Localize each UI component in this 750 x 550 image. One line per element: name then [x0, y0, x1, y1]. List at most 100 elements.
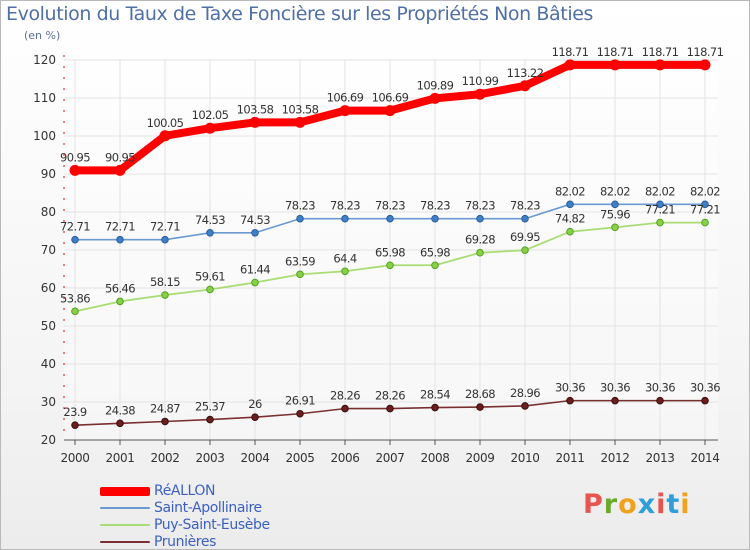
legend-swatch	[100, 524, 150, 526]
data-point	[341, 404, 349, 413]
data-point	[431, 261, 439, 270]
data-label: 82.02	[645, 184, 675, 198]
y-tick-label: 90	[41, 167, 56, 181]
data-point	[296, 214, 304, 223]
data-label: 30.36	[600, 381, 630, 395]
y-tick-label: 110	[33, 91, 56, 105]
data-label: 113.22	[507, 66, 544, 80]
x-tick-label: 2010	[511, 451, 540, 465]
legend-item: Saint-Apollinaire	[100, 500, 340, 516]
data-point	[701, 218, 709, 227]
data-point	[386, 404, 394, 413]
data-label: 118.71	[597, 45, 634, 59]
data-point	[206, 228, 214, 237]
data-point	[251, 228, 259, 237]
data-label: 78.23	[375, 199, 405, 213]
data-label: 78.23	[465, 199, 495, 213]
data-label: 28.68	[465, 387, 495, 401]
data-label: 30.36	[555, 381, 585, 395]
data-point	[699, 59, 711, 71]
data-label: 118.71	[552, 45, 589, 59]
data-point	[296, 409, 304, 418]
data-label: 103.58	[282, 102, 319, 116]
data-point	[431, 214, 439, 223]
data-label: 118.71	[687, 45, 724, 59]
data-label: 72.71	[105, 220, 135, 234]
data-point	[69, 164, 81, 176]
data-point	[294, 116, 306, 128]
legend-item: Prunières	[100, 534, 340, 550]
data-point	[656, 396, 664, 405]
data-point	[656, 218, 664, 227]
x-tick-label: 2000	[61, 451, 90, 465]
legend-label: Saint-Apollinaire	[154, 500, 262, 516]
data-point	[384, 105, 396, 117]
data-point	[656, 200, 664, 209]
x-tick-label: 2008	[421, 451, 450, 465]
data-label: 72.71	[150, 220, 180, 234]
data-point	[566, 396, 574, 405]
data-point	[204, 122, 216, 134]
data-point	[701, 396, 709, 405]
data-label: 78.23	[420, 199, 450, 213]
data-point	[611, 396, 619, 405]
data-point	[339, 105, 351, 117]
x-tick-label: 2013	[646, 451, 675, 465]
x-tick-label: 2005	[286, 451, 315, 465]
legend-swatch	[100, 541, 150, 543]
data-label: 74.53	[195, 213, 225, 227]
data-point	[611, 200, 619, 209]
data-point	[654, 59, 666, 71]
x-tick-label: 2012	[601, 451, 630, 465]
legend-item: Puy-Saint-Eusèbe	[100, 517, 340, 533]
legend-label: RéALLON	[154, 483, 216, 499]
data-label: 24.38	[105, 403, 135, 417]
y-tick-label: 80	[41, 205, 56, 219]
data-point	[116, 235, 124, 244]
data-label: 103.58	[237, 102, 274, 116]
data-label: 77.21	[645, 203, 675, 217]
data-label: 28.26	[375, 389, 405, 403]
data-label: 24.87	[150, 401, 180, 415]
y-tick-label: 100	[33, 129, 56, 143]
data-label: 106.69	[327, 91, 364, 105]
data-point	[114, 164, 126, 176]
data-point	[566, 200, 574, 209]
y-tick-label: 20	[41, 433, 56, 447]
data-label: 77.21	[690, 203, 720, 217]
proxiti-logo: Proxiti	[583, 489, 691, 520]
data-label: 78.23	[330, 199, 360, 213]
data-point	[161, 417, 169, 426]
data-point	[206, 285, 214, 294]
data-point	[161, 235, 169, 244]
y-tick-label: 30	[41, 395, 56, 409]
x-tick-label: 2014	[691, 451, 720, 465]
data-label: 30.36	[645, 381, 675, 395]
data-point	[386, 214, 394, 223]
data-point	[521, 402, 529, 410]
data-label: 110.99	[462, 74, 499, 88]
data-point	[116, 419, 124, 428]
data-point	[71, 307, 79, 316]
x-tick-label: 2003	[196, 451, 225, 465]
data-point	[476, 214, 484, 223]
data-point	[71, 421, 79, 429]
data-label: 78.23	[285, 199, 315, 213]
x-tick-label: 2011	[556, 451, 585, 465]
legend-swatch	[100, 486, 150, 496]
data-point	[161, 291, 169, 299]
y-tick-label: 120	[33, 53, 56, 67]
legend-label: Prunières	[154, 534, 216, 550]
data-point	[521, 214, 529, 223]
data-point	[341, 267, 349, 276]
data-point	[71, 235, 79, 244]
data-point	[341, 214, 349, 223]
data-point	[296, 270, 304, 279]
data-label: 90.95	[60, 150, 90, 164]
data-label: 74.82	[555, 212, 585, 226]
data-point	[609, 59, 621, 71]
x-tick-label: 2002	[151, 451, 180, 465]
legend-swatch	[100, 507, 150, 509]
data-label: 90.95	[105, 150, 135, 164]
